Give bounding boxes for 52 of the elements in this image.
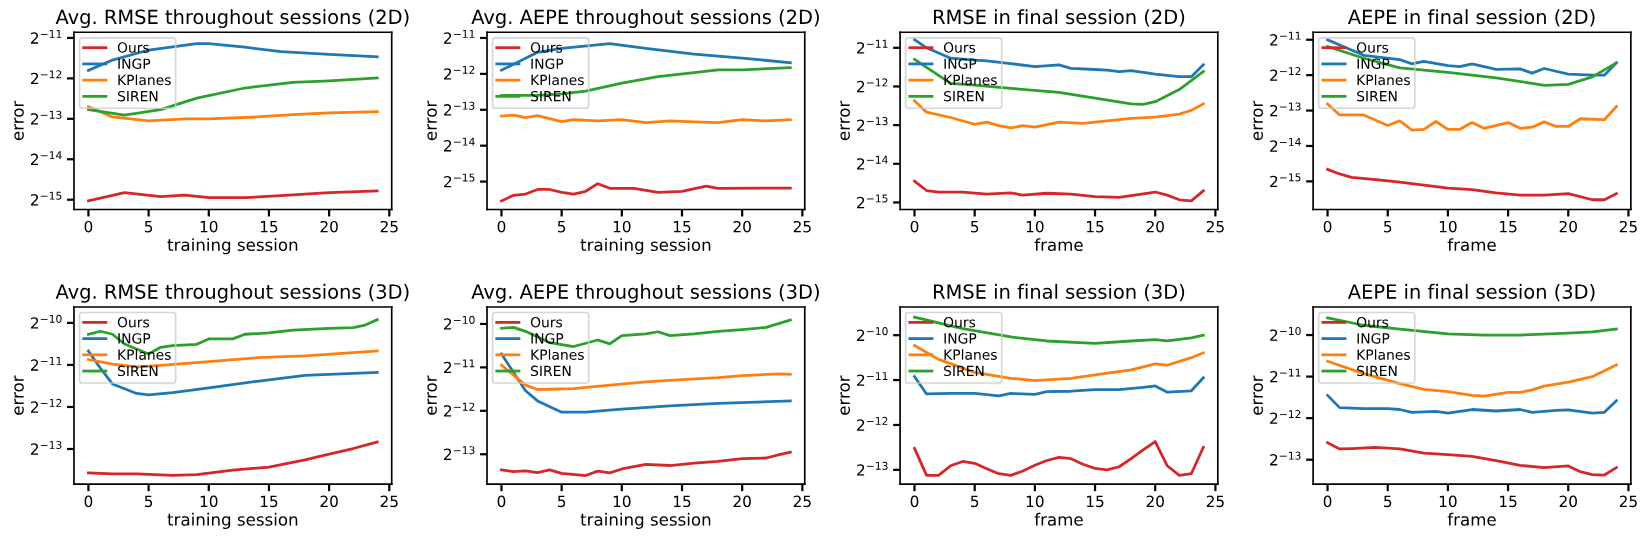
line-series: [1326, 102, 1618, 132]
x-axis-title: training session: [167, 238, 298, 255]
y-axis-title: error: [1253, 100, 1263, 141]
line-series: [500, 450, 792, 477]
line-series: [500, 363, 792, 391]
x-axis-title: frame: [1034, 512, 1083, 526]
line-series: [913, 315, 1205, 345]
line-series: [1326, 38, 1618, 77]
y-axis-title: error: [427, 100, 437, 141]
line-series: [87, 440, 379, 477]
line-series: [87, 76, 379, 117]
x-axis-title: frame: [1447, 512, 1496, 526]
chart-title: Avg. AEPE throughout sessions (2D): [471, 9, 819, 28]
chart-title: AEPE in final session (3D): [1347, 283, 1595, 302]
line-series: [87, 318, 379, 356]
chart-title: Avg. RMSE throughout sessions (3D): [55, 283, 409, 303]
line-series: [1326, 393, 1618, 415]
line-series: [1326, 45, 1618, 87]
x-axis-title: frame: [1447, 238, 1496, 252]
chart-title: RMSE in final session (3D): [933, 283, 1185, 302]
line-series: [87, 349, 379, 397]
line-series: [913, 375, 1205, 398]
x-axis-title: training session: [167, 512, 298, 530]
x-axis-title: training session: [580, 238, 711, 255]
chart-title: Avg. AEPE throughout sessions (3D): [471, 283, 819, 303]
line-series: [1326, 167, 1618, 202]
line-series: [913, 440, 1205, 477]
line-series: [1326, 316, 1618, 337]
chart-title: Avg. RMSE throughout sessions (2D): [55, 9, 409, 28]
y-axis-title: error: [840, 375, 850, 415]
line-series: [913, 179, 1205, 203]
line-series: [87, 349, 379, 369]
y-axis-title: error: [14, 100, 24, 141]
line-series: [500, 352, 792, 414]
line-series: [1326, 359, 1618, 398]
line-series: [500, 182, 792, 203]
line-series: [913, 344, 1205, 382]
line-series: [87, 42, 379, 72]
y-axis-title: error: [427, 375, 437, 415]
line-series: [1326, 441, 1618, 477]
chart-title: RMSE in final session (2D): [933, 9, 1185, 27]
y-axis-title: error: [840, 100, 850, 141]
line-series: [500, 318, 792, 348]
x-axis-title: training session: [580, 512, 711, 530]
y-axis-title: error: [14, 375, 24, 415]
chart-title: AEPE in final session (2D): [1347, 9, 1595, 27]
x-axis-title: frame: [1034, 238, 1083, 252]
line-series: [500, 42, 792, 72]
line-series: [87, 105, 379, 123]
y-axis-title: error: [1253, 375, 1263, 415]
line-series: [913, 99, 1205, 130]
line-series: [913, 57, 1205, 106]
